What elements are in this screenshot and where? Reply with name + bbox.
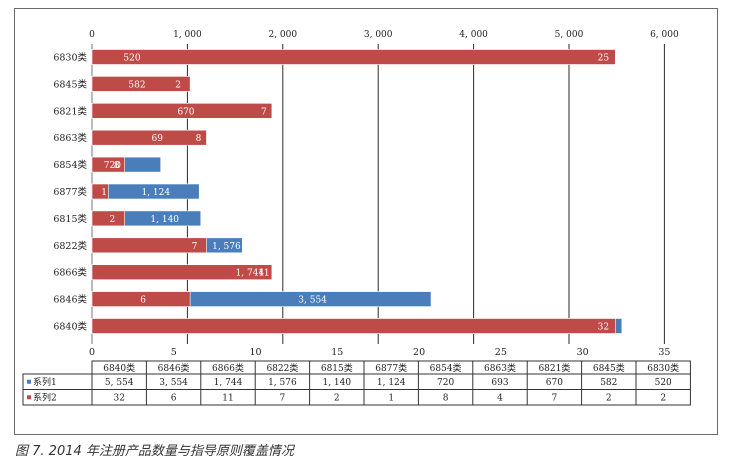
bar-series2	[91, 103, 273, 119]
table-column-header: 6877类	[375, 362, 407, 374]
table-cell: 4	[497, 394, 503, 404]
bar-series2	[91, 237, 207, 254]
data-label-extra: 7	[261, 107, 267, 117]
top-tick-label: 2, 000	[268, 30, 297, 40]
category-label: 6822类	[53, 240, 87, 252]
bar-series2	[91, 183, 109, 200]
top-tick-label: 4, 000	[459, 30, 488, 40]
data-label-series1: 1, 124	[141, 188, 170, 198]
bottom-tick-label: 5	[171, 347, 177, 358]
chart-svg: 0 1, 000 2, 000 3, 000 4, 000 5, 000 6, 000683…	[22, 30, 691, 406]
table-cell: 1, 744	[214, 378, 243, 388]
category-label: 6863类	[53, 132, 87, 144]
data-label-extra: 11	[258, 269, 269, 279]
bar-series2	[91, 291, 191, 307]
chart-frame: 0 1, 000 2, 000 3, 000 4, 000 5, 000 6, 000 683…	[14, 8, 718, 435]
bottom-tick-label: 35	[658, 347, 670, 358]
category-label: 6830类	[53, 52, 87, 64]
bar-series2	[91, 49, 616, 65]
table-cell: 11	[222, 394, 233, 404]
bottom-tick-label: 30	[577, 347, 589, 358]
top-tick-label: 0	[89, 30, 95, 40]
table-row-label: 系列1	[33, 376, 57, 388]
table-column-header: 6863类	[484, 362, 516, 374]
data-label-series2: 2	[109, 215, 115, 225]
data-label-series2: 7	[192, 242, 198, 252]
data-label-series2: 6	[140, 296, 146, 306]
table-cell: 2	[660, 394, 666, 404]
table-column-header: 6815类	[321, 362, 353, 374]
data-label-series2: 2	[175, 80, 181, 90]
category-label: 6821类	[53, 105, 87, 117]
table-cell: 720	[437, 378, 454, 388]
table-cell: 1, 140	[322, 378, 351, 388]
legend-key	[27, 379, 31, 384]
table-row-label: 系列2	[33, 392, 57, 404]
legend-key	[27, 395, 31, 400]
category-label: 6846类	[53, 294, 87, 306]
data-label-series1: 520	[123, 54, 140, 64]
table-cell: 6	[171, 394, 177, 404]
table-cell: 32	[113, 394, 124, 404]
bar-series2	[91, 129, 207, 146]
table-cell: 2	[334, 394, 340, 404]
table-cell: 670	[546, 378, 563, 388]
table-column-header: 6822类	[266, 362, 298, 374]
bar-series2	[91, 264, 273, 280]
top-tick-label: 3, 000	[364, 30, 393, 40]
table-cell: 7	[552, 394, 558, 404]
data-label-series1: 582	[128, 80, 145, 90]
table-column-header: 6854类	[430, 362, 462, 374]
bar-series2	[91, 156, 126, 173]
category-label: 6845类	[53, 78, 87, 90]
bottom-tick-label: 25	[495, 347, 507, 358]
table-cell: 7	[280, 394, 286, 404]
bar-series2	[91, 210, 126, 227]
category-label: 6866类	[53, 267, 87, 279]
data-label-series2: 670	[177, 107, 194, 117]
data-label-series2: 720	[104, 161, 121, 171]
table-cell: 520	[655, 378, 672, 388]
data-label-series1: 1, 140	[150, 215, 179, 225]
table-column-header: 6845类	[593, 362, 625, 374]
top-tick-label: 6, 000	[650, 30, 679, 40]
table-column-header: 6821类	[538, 362, 570, 374]
data-label-extra: 8	[196, 134, 202, 144]
table-cell: 1, 576	[268, 378, 297, 388]
figure-caption: 图 7. 2014 年注册产品数量与指导原则覆盖情况	[15, 444, 294, 459]
table-cell: 1	[388, 394, 394, 404]
data-label-series2: 32	[598, 323, 609, 333]
bottom-tick-label: 15	[331, 347, 343, 358]
data-label-extra: 8	[114, 161, 120, 171]
table-column-header: 6830类	[647, 362, 679, 374]
top-tick-label: 5, 000	[555, 30, 584, 40]
data-label-series2: 69	[152, 134, 164, 144]
bar-series2	[91, 76, 191, 92]
bottom-tick-label: 0	[89, 347, 95, 358]
bottom-tick-label: 20	[413, 347, 425, 358]
category-label: 6840类	[53, 321, 87, 333]
table-row-box	[22, 389, 691, 406]
category-label: 6877类	[53, 186, 87, 198]
bottom-tick-label: 10	[249, 347, 261, 358]
table-column-header: 6846类	[158, 362, 190, 374]
table-cell: 5, 554	[105, 378, 134, 388]
data-label-series1: 1, 744	[236, 269, 265, 279]
table-cell: 8	[443, 394, 449, 404]
top-tick-label: 1, 000	[173, 30, 202, 40]
data-label-series2: 1	[101, 188, 107, 198]
table-column-header: 6840类	[103, 362, 135, 374]
table-cell: 582	[600, 378, 617, 388]
category-label: 6854类	[53, 159, 87, 171]
data-label-series2: 25	[598, 54, 610, 64]
table-cell: 693	[491, 378, 508, 388]
table-cell: 2	[606, 394, 612, 404]
table-column-header: 6866类	[212, 362, 244, 374]
bar-series2	[91, 318, 616, 334]
table-cell: 1, 124	[377, 378, 406, 388]
data-label-series1: 1, 576	[212, 242, 241, 252]
category-label: 6815类	[53, 213, 87, 225]
data-label-series1: 3, 554	[298, 296, 327, 306]
table-cell: 3, 554	[159, 378, 188, 388]
